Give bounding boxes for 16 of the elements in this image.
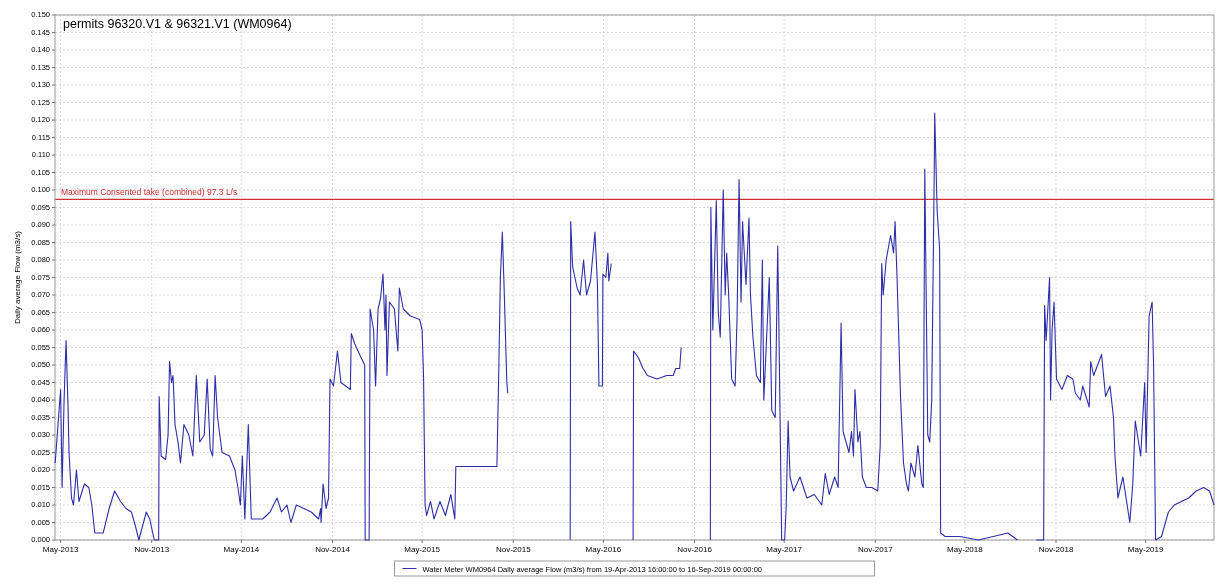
y-axis-title: Daily average Flow (m3/s) (13, 230, 22, 324)
chart-title: permits 96320.V1 & 96321.V1 (WM0964) (63, 17, 292, 31)
x-tick-label: Nov-2015 (495, 545, 532, 554)
ref-line-label: Maximum Consented take (combined) 97.3 L/s (61, 187, 238, 198)
x-tick-label: Nov-2016 (677, 545, 713, 554)
x-tick-label: May-2016 (585, 545, 622, 554)
x-tick-label: May-2014 (223, 545, 260, 554)
x-tick-label: May-2018 (947, 545, 984, 554)
x-tick-label: Nov-2014 (315, 545, 351, 554)
x-tick-label: May-2013 (42, 545, 79, 554)
x-tick-label: Nov-2018 (1038, 545, 1074, 554)
x-tick-label: Nov-2013 (134, 545, 170, 554)
x-tick-label: Nov-2017 (857, 545, 894, 554)
x-tick-label: May-2019 (1127, 545, 1164, 554)
x-tick-label: May-2015 (404, 545, 441, 554)
x-tick-label: May-2017 (766, 545, 803, 554)
